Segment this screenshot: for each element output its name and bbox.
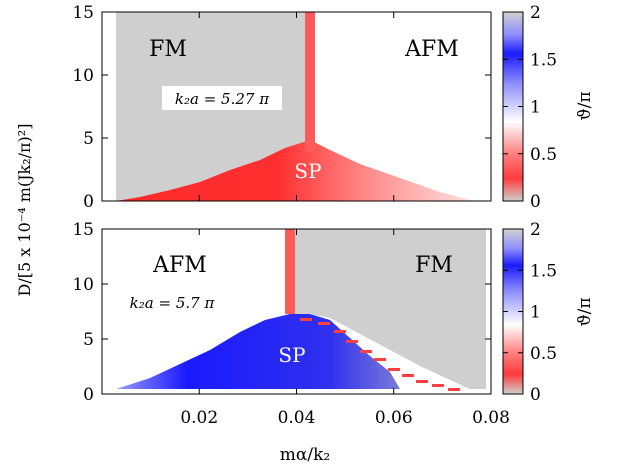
- boundary-dash: [334, 330, 346, 333]
- x-axis-label: mα/k₂: [280, 445, 330, 465]
- boundary-dash: [318, 322, 330, 325]
- colorbar-tick-label: 1.5: [530, 261, 557, 281]
- colorbar-tick-label: 0.5: [530, 344, 557, 364]
- y-tick-label: 15: [72, 220, 94, 240]
- boundary-dash: [360, 350, 372, 353]
- y-tick-label: 0: [83, 385, 94, 405]
- boundary-dash: [448, 388, 460, 391]
- y-tick-label: 5: [83, 330, 94, 350]
- top-colorbar: 0 0.5 1 1.5 2 ϑ/π: [502, 3, 595, 212]
- x-tick-label: 0.04: [278, 408, 316, 428]
- colorbar-tick-label: 1: [530, 303, 541, 323]
- boundary-dash: [388, 368, 400, 371]
- top-colorbar-ticks: 0 0.5 1 1.5 2: [503, 3, 557, 212]
- top-label-afm: AFM: [404, 37, 459, 62]
- x-ticks: 0.02 0.04 0.06 0.08: [180, 12, 510, 428]
- x-tick-label: 0.08: [472, 408, 510, 428]
- x-tick-label: 0.06: [375, 408, 413, 428]
- y-axis-label: D/[5 x 10⁻⁴ m(Jk₂/π)²]: [15, 124, 34, 297]
- colorbar-tick-label: 2: [530, 3, 541, 23]
- colorbar-tick-label: 0.5: [530, 145, 557, 165]
- bottom-vertical-stripe: [285, 229, 295, 314]
- y-tick-label: 15: [72, 3, 94, 23]
- top-panel: FM AFM SP k₂a = 5.27 π 0 5 10 15: [72, 3, 492, 212]
- boundary-dash: [416, 380, 428, 383]
- boundary-dash: [402, 374, 414, 377]
- top-annotation: k₂a = 5.27 π: [175, 90, 270, 108]
- top-sp-region: [116, 140, 475, 201]
- bottom-colorbar: 0 0.5 1 1.5 2 ϑ/π: [502, 220, 595, 405]
- bottom-label-sp: SP: [278, 343, 305, 367]
- colorbar-tick-label: 2: [530, 220, 541, 240]
- top-colorbar-label: ϑ/π: [575, 91, 595, 120]
- boundary-dash: [374, 358, 386, 361]
- top-y-ticks: 0 5 10 15: [72, 3, 491, 212]
- bottom-label-afm: AFM: [152, 253, 207, 278]
- colorbar-tick-label: 0: [530, 385, 541, 405]
- top-label-fm: FM: [149, 37, 187, 62]
- top-annotation-box: [162, 86, 282, 110]
- bottom-colorbar-label: ϑ/π: [575, 297, 595, 326]
- y-tick-label: 10: [72, 66, 94, 86]
- y-tick-label: 10: [72, 275, 94, 295]
- bottom-sp-region: [116, 314, 400, 389]
- colorbar-tick-label: 0: [530, 192, 541, 212]
- bottom-fm-region: [290, 229, 486, 389]
- boundary-dash: [432, 384, 444, 387]
- colorbar-tick-label: 1: [530, 98, 541, 118]
- boundary-dash: [346, 340, 358, 343]
- y-tick-label: 5: [83, 129, 94, 149]
- bottom-colorbar-ticks: 0 0.5 1 1.5 2: [503, 220, 557, 405]
- top-vertical-stripe: [305, 12, 315, 152]
- bottom-boundary-dashes: [300, 318, 460, 391]
- x-tick-label: 0.02: [180, 408, 218, 428]
- y-tick-label: 0: [83, 192, 94, 212]
- boundary-dash: [300, 318, 312, 321]
- bottom-annotation: k₂a = 5.7 π: [130, 294, 216, 312]
- bottom-y-ticks: 0 5 10 15: [72, 220, 491, 405]
- bottom-label-fm: FM: [415, 253, 453, 278]
- colorbar-tick-label: 1.5: [530, 50, 557, 70]
- top-label-sp: SP: [294, 159, 321, 183]
